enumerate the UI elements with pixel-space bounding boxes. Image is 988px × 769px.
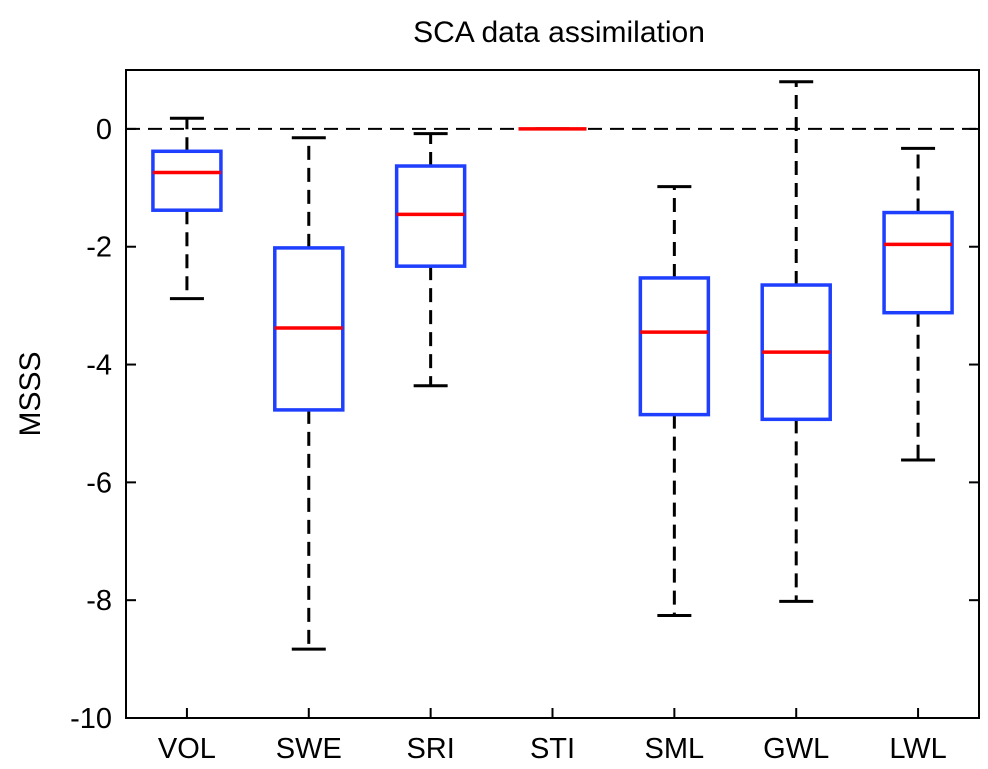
x-tick-label: GWL <box>763 733 829 765</box>
y-axis-label: MSSS <box>14 351 47 436</box>
box-sml <box>638 276 711 417</box>
axes-frame <box>125 69 980 719</box>
y-tick-label: -8 <box>86 585 112 617</box>
y-tick-label: -4 <box>86 350 112 382</box>
y-tick-label: -6 <box>86 467 112 499</box>
chart-title: SCA data assimilation <box>413 16 705 49</box>
plot-area: 0 -2 -4 -6 -8 -10 VOL SWE SRI STI SML GWL LWL <box>70 69 980 765</box>
x-tick-label: SRI <box>406 733 454 765</box>
x-tick-label: LWL <box>889 733 946 765</box>
y-tick-label: -10 <box>70 703 112 735</box>
box-vol <box>151 149 223 212</box>
x-tick-label: VOL <box>158 733 216 765</box>
x-tick-label: STI <box>530 733 575 765</box>
x-tick-label: SML <box>645 733 705 765</box>
y-tick-label: 0 <box>96 114 112 146</box>
box-lwl <box>882 210 954 315</box>
x-tick-label: SWE <box>276 733 342 765</box>
y-tick-label: -2 <box>86 232 112 264</box>
box-sri <box>394 164 467 268</box>
